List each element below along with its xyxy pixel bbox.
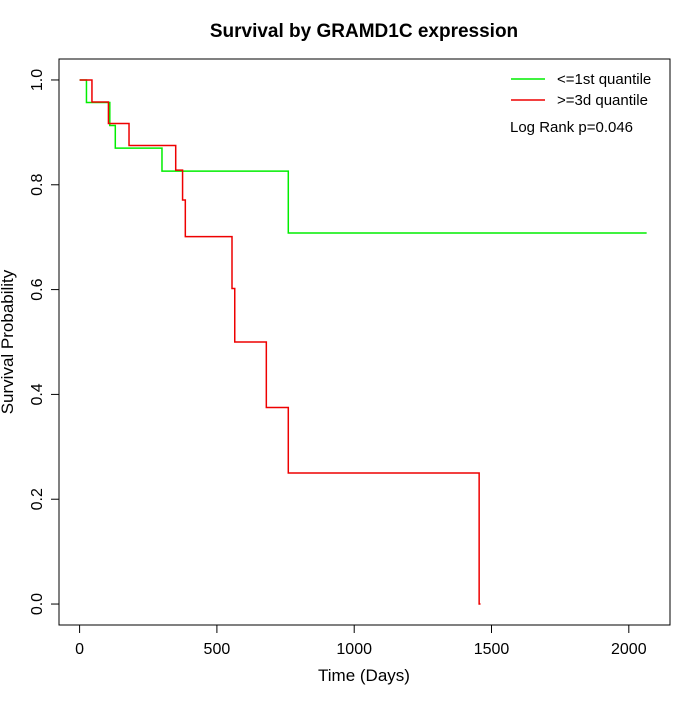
y-tick-label: 0.6 [29,278,46,300]
y-axis-label: Survival Probability [0,269,17,414]
y-tick-label: 0.2 [29,488,46,510]
y-tick-label: 0.8 [29,174,46,196]
legend-label-series-1: <=1st quantile [557,71,651,88]
y-tick-label: 1.0 [29,69,46,91]
x-tick-label: 500 [204,641,231,658]
x-tick-label: 1500 [474,641,510,658]
x-tick-label: 0 [75,641,84,658]
legend: <=1st quantile >=3d quantile [511,71,651,109]
x-tick-label: 1000 [336,641,372,658]
y-tick-label: 0.0 [29,593,46,615]
y-tick-label: 0.4 [29,383,46,405]
log-rank-annotation: Log Rank p=0.046 [510,119,633,136]
series-2-curve [79,79,481,605]
legend-label-series-2: >=3d quantile [557,92,648,109]
chart-title: Survival by GRAMD1C expression [210,21,518,42]
y-axis: 0.0 0.2 0.4 0.6 0.8 1.0 [29,69,60,615]
x-tick-label: 2000 [611,641,647,658]
x-axis-label: Time (Days) [318,666,410,685]
x-axis: 0 500 1000 1500 2000 [75,624,647,658]
series-1-curve [79,79,647,234]
series-layer [79,79,647,605]
